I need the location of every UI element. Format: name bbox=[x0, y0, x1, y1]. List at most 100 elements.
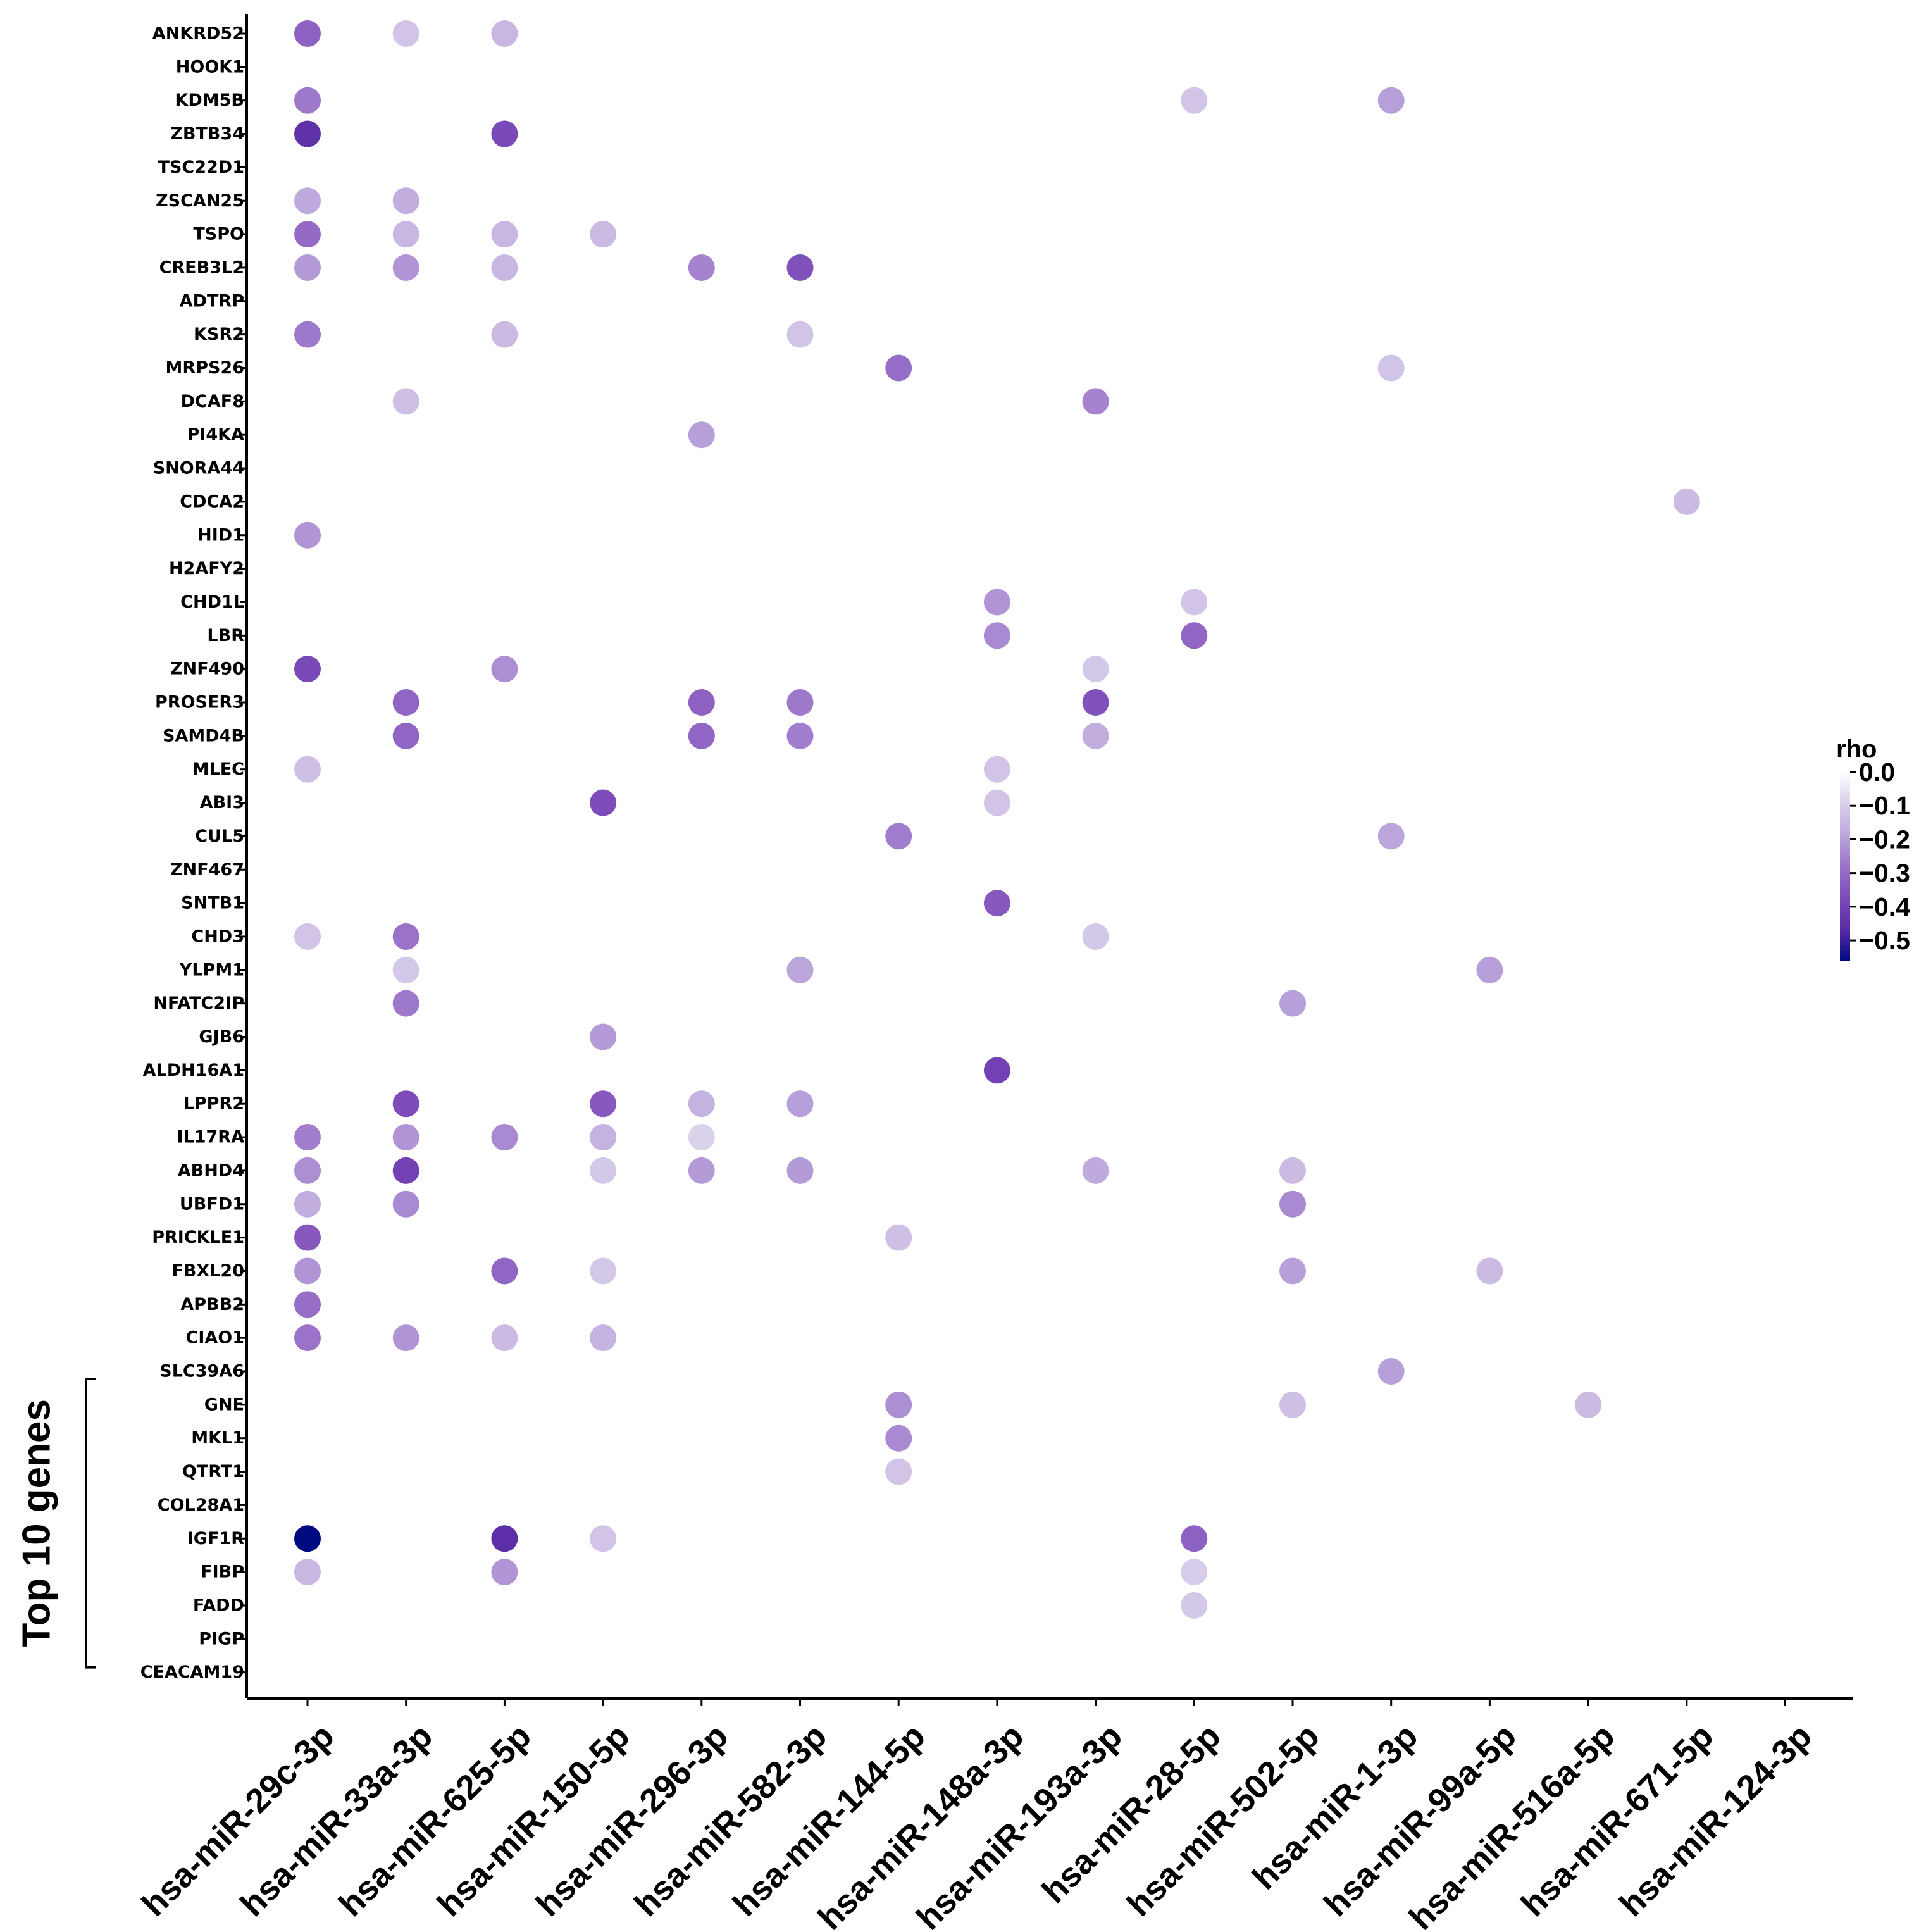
dot bbox=[688, 421, 715, 449]
dot bbox=[294, 221, 321, 248]
top-genes-annotation: Top 10 genes bbox=[15, 1378, 96, 1669]
dot bbox=[786, 1090, 814, 1118]
dot bbox=[491, 20, 518, 47]
dot bbox=[392, 1157, 419, 1184]
dot bbox=[491, 221, 518, 248]
dot bbox=[1279, 1391, 1306, 1418]
dot bbox=[491, 254, 518, 281]
dot bbox=[885, 1224, 912, 1251]
colorbar-tick-label: −0.2 bbox=[1859, 825, 1910, 854]
y-tick-label: GNE bbox=[204, 1395, 244, 1414]
dot bbox=[1279, 990, 1306, 1017]
colorbar-ticks: 0.0 −0.1 −0.2 −0.3 −0.4 −0.5 bbox=[1850, 757, 1910, 955]
dot bbox=[688, 1124, 715, 1151]
y-tick-label: ZNF490 bbox=[170, 659, 244, 679]
top-genes-bracket bbox=[85, 1378, 96, 1669]
dot bbox=[294, 1157, 321, 1184]
y-tick-label: PIGP bbox=[199, 1629, 244, 1648]
y-tick-label: PRICKLE1 bbox=[152, 1228, 244, 1247]
colorbar-tick-label: −0.3 bbox=[1859, 859, 1910, 888]
colorbar-tick-label: 0.0 bbox=[1859, 757, 1895, 787]
dot bbox=[688, 689, 715, 716]
dot bbox=[392, 956, 419, 983]
dot bbox=[1377, 823, 1405, 850]
y-tick-label: H2AFY2 bbox=[169, 559, 244, 578]
y-tick-label: FADD bbox=[193, 1595, 244, 1615]
y-tick-label: FIBP bbox=[201, 1562, 244, 1582]
dot bbox=[1181, 87, 1208, 114]
dot bbox=[1377, 1358, 1405, 1385]
y-tick-label: CDCA2 bbox=[180, 492, 244, 511]
dot bbox=[1082, 923, 1109, 950]
dot bbox=[1181, 1592, 1208, 1619]
colorbar-gradient bbox=[1840, 772, 1850, 961]
y-tick-label: IL17RA bbox=[177, 1128, 244, 1147]
dot bbox=[1082, 689, 1109, 716]
dot bbox=[392, 254, 419, 281]
dot bbox=[294, 20, 321, 47]
dot bbox=[491, 1525, 518, 1552]
top-genes-label: Top 10 genes bbox=[15, 1399, 59, 1647]
x-tick-label: hsa-miR-28-5p bbox=[1034, 1717, 1228, 1910]
y-tick-label: ABI3 bbox=[200, 793, 244, 813]
y-tick-label: COL28A1 bbox=[158, 1495, 244, 1515]
dot bbox=[590, 1023, 617, 1050]
y-tick-label: MRPS26 bbox=[166, 358, 244, 378]
dot bbox=[1181, 1559, 1208, 1586]
y-tick-label: ZNF467 bbox=[170, 860, 244, 880]
dot bbox=[294, 254, 321, 281]
y-tick-label: CEACAM19 bbox=[140, 1662, 244, 1682]
dot bbox=[294, 1224, 321, 1251]
y-tick-label: DCAF8 bbox=[181, 392, 244, 411]
dots-layer bbox=[294, 20, 1700, 1619]
dot bbox=[590, 1324, 617, 1352]
y-tick-label: IGF1R bbox=[187, 1529, 244, 1549]
dot bbox=[590, 789, 617, 816]
dot bbox=[294, 1559, 321, 1586]
dot bbox=[1377, 87, 1405, 114]
y-tick-label: ADTRP bbox=[180, 291, 244, 311]
dot bbox=[983, 589, 1010, 616]
dot bbox=[491, 1257, 518, 1285]
dot bbox=[885, 1391, 912, 1418]
dot bbox=[294, 1257, 321, 1285]
dot bbox=[491, 1324, 518, 1352]
y-tick-label: PI4KA bbox=[187, 425, 245, 445]
dot bbox=[491, 321, 518, 348]
dot bbox=[1377, 354, 1405, 382]
dot bbox=[491, 1559, 518, 1586]
dot bbox=[1082, 1157, 1109, 1184]
dot bbox=[491, 120, 518, 147]
dot bbox=[786, 321, 814, 348]
dot bbox=[885, 823, 912, 850]
dot bbox=[786, 689, 814, 716]
y-tick-label: GJB6 bbox=[199, 1027, 244, 1047]
colorbar-legend: rho 0.0 −0.1 −0.2 −0.3 −0.4 −0.5 bbox=[1836, 735, 1910, 961]
y-tick-label: ALDH16A1 bbox=[143, 1061, 244, 1080]
dot bbox=[294, 756, 321, 783]
y-tick-label: CHD3 bbox=[191, 926, 244, 946]
dot bbox=[392, 722, 419, 749]
dot bbox=[1181, 1525, 1208, 1552]
dot bbox=[1082, 388, 1109, 415]
y-tick-label: MLEC bbox=[192, 759, 244, 779]
dot bbox=[885, 1424, 912, 1452]
dot bbox=[1476, 956, 1503, 983]
y-tick-label: APBB2 bbox=[180, 1295, 244, 1314]
dot bbox=[392, 1190, 419, 1218]
y-tick-label: ZSCAN25 bbox=[156, 191, 244, 211]
y-tick-label: UBFD1 bbox=[180, 1194, 244, 1214]
dot bbox=[983, 1057, 1010, 1084]
dot bbox=[392, 1124, 419, 1151]
dot bbox=[688, 1090, 715, 1118]
dot bbox=[786, 254, 814, 281]
y-tick-label: SAMD4B bbox=[163, 726, 244, 745]
y-tick-label: KSR2 bbox=[194, 325, 244, 344]
y-tick-label: HID1 bbox=[197, 525, 244, 545]
dot bbox=[294, 1324, 321, 1352]
dot bbox=[1279, 1257, 1306, 1285]
dot bbox=[294, 1291, 321, 1318]
y-axis-ticks: ANKRD52 HOOK1 KDM5B ZBTB34 TSC22D1 ZSCAN25 TSP… bbox=[140, 24, 247, 1682]
dot bbox=[590, 1124, 617, 1151]
dot bbox=[392, 923, 419, 950]
